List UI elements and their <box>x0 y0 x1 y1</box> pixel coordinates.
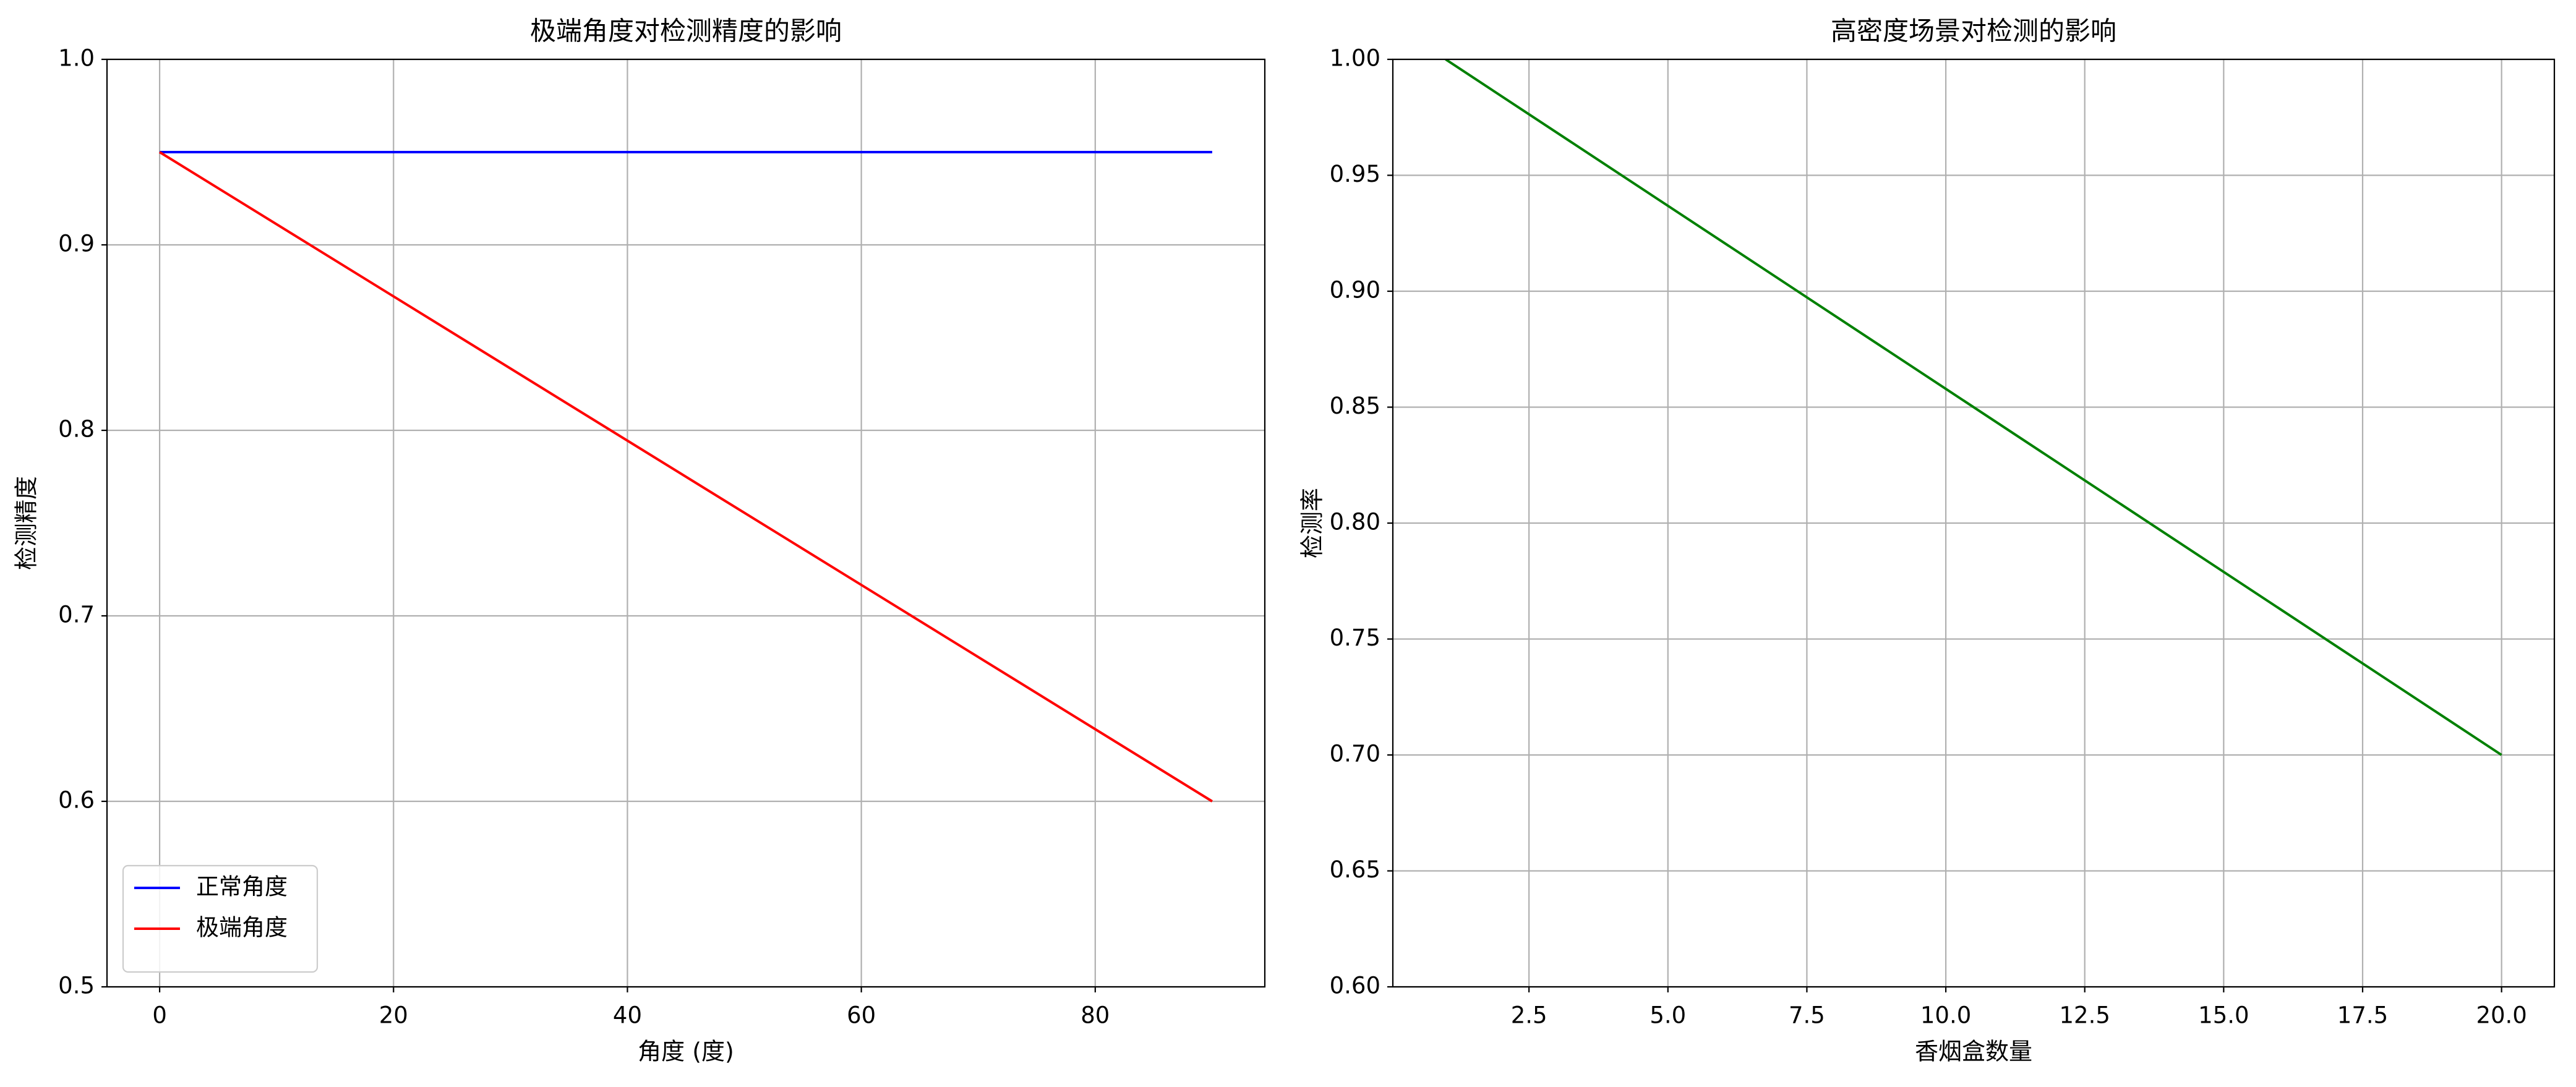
legend-label: 正常角度 <box>196 874 288 900</box>
y-axis-label: 检测率 <box>1299 488 1326 558</box>
x-tick-label: 12.5 <box>2060 1002 2110 1029</box>
y-tick-label: 0.5 <box>58 973 95 999</box>
y-tick-label: 0.85 <box>1330 393 1380 419</box>
data-line <box>1445 59 2502 756</box>
axes-frame <box>106 58 1266 988</box>
x-tick-label: 0 <box>152 1002 167 1029</box>
legend-label: 极端角度 <box>196 914 288 941</box>
y-tick-label: 0.6 <box>58 787 95 814</box>
y-tick-label: 0.7 <box>58 602 95 628</box>
axes-frame <box>1392 58 2556 988</box>
y-tick-label: 0.80 <box>1330 509 1380 535</box>
y-tick-label: 0.65 <box>1330 856 1380 883</box>
x-tick-label: 60 <box>847 1002 876 1029</box>
x-tick-label: 20 <box>379 1002 408 1029</box>
x-tick-label: 20.0 <box>2476 1002 2527 1029</box>
x-axis-label: 香烟盒数量 <box>1915 1038 2032 1065</box>
y-tick-label: 1.00 <box>1330 45 1380 72</box>
data-line <box>159 151 1213 803</box>
subplot: 0 20 40 60 80 0.5 0.6 0.7 0.8 0.9 1.0 极端角度对检测精度的影响角… <box>13 16 1266 1065</box>
x-axis-label: 角度 (度) <box>638 1038 734 1065</box>
y-tick-label: 0.75 <box>1330 624 1380 651</box>
x-tick-label: 15.0 <box>2198 1002 2249 1029</box>
y-tick-label: 0.95 <box>1330 161 1380 187</box>
x-tick-label: 10.0 <box>1920 1002 1971 1029</box>
y-tick-label: 0.90 <box>1330 277 1380 304</box>
x-tick-label: 40 <box>613 1002 642 1029</box>
y-tick-label: 0.9 <box>58 231 95 257</box>
y-tick-label: 1.0 <box>58 45 95 72</box>
chart-title: 极端角度对检测精度的影响 <box>530 16 842 46</box>
y-axis-label: 检测精度 <box>13 476 40 570</box>
y-tick-label: 0.60 <box>1330 973 1380 999</box>
x-tick-label: 2.5 <box>1511 1002 1547 1029</box>
x-tick-label: 5.0 <box>1650 1002 1686 1029</box>
x-tick-label: 80 <box>1080 1002 1110 1029</box>
x-tick-label: 17.5 <box>2337 1002 2388 1029</box>
x-tick-label: 7.5 <box>1789 1002 1825 1029</box>
subplot: 2.5 5.0 7.5 10.0 12.5 15.0 17.5 20.0 0.60 0.65 0.7… <box>1299 16 2556 1065</box>
y-tick-label: 0.70 <box>1330 741 1380 767</box>
legend-box <box>122 864 319 973</box>
chart-title: 高密度场景对检测的影响 <box>1831 16 2116 46</box>
y-tick-label: 0.8 <box>58 416 95 443</box>
